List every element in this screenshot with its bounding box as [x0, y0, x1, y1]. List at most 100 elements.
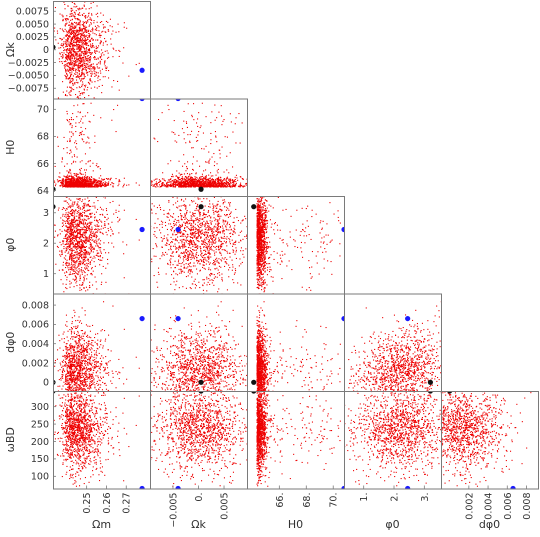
- sample-point: [213, 185, 215, 187]
- sample-point: [96, 66, 98, 68]
- sample-point: [70, 39, 72, 41]
- sample-point: [83, 224, 85, 226]
- sample-point: [83, 287, 85, 289]
- sample-point: [65, 18, 67, 20]
- sample-point: [246, 184, 247, 186]
- sample-point: [213, 179, 215, 181]
- sample-point: [201, 148, 203, 150]
- sample-point: [79, 60, 81, 62]
- sample-point: [190, 180, 192, 182]
- sample-point: [85, 22, 87, 24]
- sample-point: [81, 28, 83, 30]
- sample-point: [81, 39, 83, 41]
- sample-point: [94, 216, 96, 218]
- sample-point: [89, 234, 91, 236]
- sample-point: [68, 62, 70, 64]
- sample-point: [84, 115, 86, 117]
- sample-point: [78, 69, 80, 71]
- sample-point: [78, 224, 80, 226]
- sample-point: [70, 174, 72, 176]
- sample-point: [81, 180, 83, 182]
- sample-point: [206, 184, 208, 186]
- sample-point: [69, 286, 71, 288]
- sample-point: [82, 122, 84, 124]
- sample-point: [82, 181, 84, 183]
- sample-point: [178, 184, 180, 186]
- sample-point: [74, 256, 76, 258]
- sample-point: [85, 268, 87, 270]
- sample-point: [99, 231, 101, 233]
- sample-point: [87, 223, 89, 225]
- sample-point: [86, 264, 88, 266]
- sample-point: [123, 185, 125, 187]
- sample-point: [82, 73, 84, 75]
- sample-point: [78, 31, 80, 33]
- sample-point: [85, 53, 87, 55]
- sample-point: [69, 244, 71, 246]
- sample-point: [65, 39, 67, 41]
- sample-point: [71, 263, 73, 265]
- sample-point: [91, 19, 93, 21]
- sample-point: [99, 264, 101, 266]
- sample-point: [107, 184, 109, 186]
- sample-point: [88, 137, 90, 139]
- sample-point: [79, 249, 81, 251]
- sample-point: [84, 177, 86, 179]
- sample-point: [82, 42, 84, 44]
- sample-point: [161, 185, 163, 187]
- sample-point: [93, 248, 95, 250]
- sample-point: [64, 64, 66, 66]
- sample-point: [99, 249, 101, 251]
- sample-point: [70, 237, 72, 239]
- sample-point: [82, 180, 84, 182]
- sample-point: [103, 179, 105, 181]
- sample-point: [79, 287, 81, 289]
- sample-point: [70, 69, 72, 71]
- sample-point: [81, 242, 83, 244]
- sample-point: [76, 181, 78, 183]
- sample-point: [79, 237, 81, 239]
- sample-point: [191, 114, 193, 116]
- sample-point: [112, 200, 114, 202]
- sample-point: [69, 64, 71, 66]
- sample-point: [197, 118, 199, 120]
- sample-point: [90, 102, 92, 104]
- sample-point: [71, 240, 73, 242]
- sample-point: [70, 136, 72, 138]
- sample-point: [88, 200, 90, 202]
- sample-point: [90, 87, 92, 89]
- sample-point: [80, 177, 82, 179]
- sample-point: [90, 186, 92, 188]
- sample-point: [193, 186, 195, 188]
- sample-point: [172, 182, 174, 184]
- sample-point: [193, 182, 195, 184]
- sample-point: [102, 257, 104, 259]
- sample-point: [164, 180, 166, 182]
- sample-point: [88, 240, 90, 242]
- sample-point: [98, 252, 100, 254]
- sample-point: [77, 274, 79, 276]
- sample-point: [60, 185, 62, 187]
- sample-point: [86, 176, 88, 178]
- sample-point: [61, 249, 63, 251]
- sample-point: [178, 134, 180, 136]
- sample-point: [192, 179, 194, 181]
- sample-point: [165, 185, 167, 187]
- sample-point: [80, 185, 82, 187]
- sample-point: [80, 28, 82, 30]
- sample-point: [68, 212, 70, 214]
- sample-point: [189, 180, 191, 182]
- sample-point: [79, 62, 81, 64]
- sample-point: [157, 186, 159, 188]
- sample-point: [233, 180, 235, 182]
- sample-point: [85, 169, 87, 171]
- sample-point: [97, 77, 99, 79]
- sample-point: [86, 267, 88, 269]
- sample-point: [64, 258, 66, 260]
- sample-point: [198, 180, 200, 182]
- sample-point: [73, 240, 75, 242]
- sample-point: [80, 132, 82, 134]
- sample-point: [111, 230, 113, 232]
- sample-point: [228, 184, 230, 186]
- sample-point: [76, 39, 78, 41]
